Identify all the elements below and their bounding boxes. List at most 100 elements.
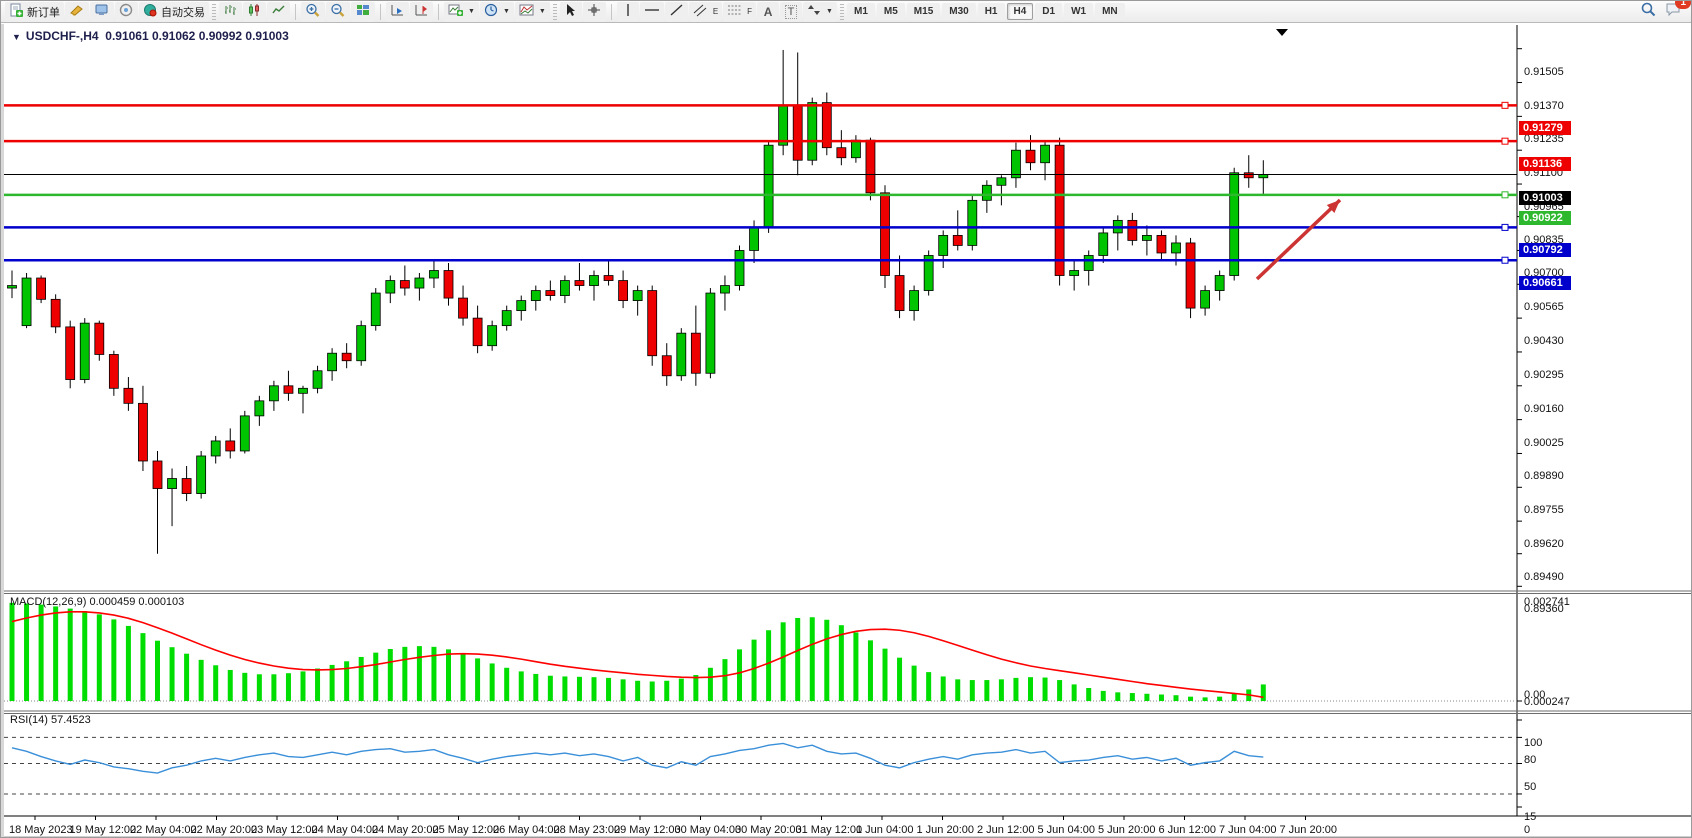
- text-tool-button[interactable]: A: [757, 1, 780, 22]
- timeframe-button-h4[interactable]: H4: [1006, 3, 1034, 20]
- rsi-label: RSI(14) 57.4523: [10, 714, 91, 726]
- channel-letter: E: [712, 7, 719, 16]
- chart-shift-marker-icon[interactable]: [1276, 29, 1288, 36]
- candle-bearish: [661, 355, 672, 377]
- collapse-triangle-icon[interactable]: ▼: [12, 32, 21, 42]
- price-tick-label: 0.89620: [1524, 538, 1564, 551]
- chart-shift-button[interactable]: [410, 1, 433, 22]
- toolbar-separator: [295, 3, 296, 20]
- candle-bullish: [1229, 172, 1240, 276]
- macd-axis-zero: 0.00: [1524, 689, 1546, 701]
- time-axis-label: 1 Jun 20:00: [916, 824, 975, 836]
- timeframe-button-h1[interactable]: H1: [977, 3, 1005, 20]
- search-icon[interactable]: [1640, 1, 1657, 22]
- notifications-button[interactable]: 1: [1665, 1, 1691, 22]
- time-axis-label: 30 May 20:00: [735, 824, 802, 836]
- chart-canvas[interactable]: [4, 24, 1692, 838]
- timeframe-button-w1[interactable]: W1: [1064, 3, 1094, 20]
- candle-bullish: [938, 235, 949, 256]
- channel-tool-button[interactable]: E: [688, 1, 723, 22]
- candle-bullish: [676, 332, 687, 377]
- timeframe-button-m15[interactable]: M15: [906, 3, 941, 20]
- trend-arrow[interactable]: [1255, 198, 1342, 281]
- macd-histogram-bar: [606, 677, 612, 701]
- toolbar-separator: [438, 3, 439, 20]
- level-handle[interactable]: [1501, 223, 1509, 231]
- candle-bullish: [560, 280, 570, 296]
- macd-histogram-bar: [591, 677, 597, 701]
- cursor-tool-button[interactable]: [559, 1, 582, 22]
- candle-bullish: [487, 325, 498, 347]
- level-handle[interactable]: [1501, 191, 1509, 199]
- candlestick-chart-button[interactable]: [243, 1, 266, 22]
- zoom-in-icon: [305, 3, 321, 21]
- candle-bearish: [225, 440, 236, 452]
- candle-bullish: [501, 310, 512, 327]
- new-chart-button[interactable]: ▼: [444, 1, 479, 22]
- zoom-out-button[interactable]: [326, 1, 350, 22]
- text-label-tool-button[interactable]: T: [780, 1, 803, 22]
- macd-histogram-bar: [140, 633, 146, 701]
- time-axis-label: 7 Jun 04:00: [1219, 824, 1277, 836]
- candle-bearish: [1127, 219, 1138, 241]
- macd-histogram-bar: [198, 659, 204, 701]
- timeframe-button-m5[interactable]: M5: [876, 3, 905, 20]
- trendline-tool-button[interactable]: [664, 1, 688, 22]
- candle-bullish: [720, 285, 730, 294]
- macd-histogram-bar: [38, 604, 44, 701]
- macd-histogram-bar: [344, 661, 350, 701]
- level-handle[interactable]: [1501, 101, 1509, 109]
- timeframe-button-d1[interactable]: D1: [1035, 3, 1063, 20]
- level-handle[interactable]: [1501, 256, 1509, 264]
- crosshair-icon: [587, 3, 602, 20]
- macd-histogram-bar: [897, 657, 903, 701]
- timeframe-button-m1[interactable]: M1: [846, 3, 875, 20]
- crosshair-tool-button[interactable]: [582, 1, 606, 22]
- bar-chart-button[interactable]: [219, 1, 242, 22]
- candle-bullish: [429, 270, 439, 279]
- macd-histogram-bar: [1129, 693, 1135, 701]
- macd-histogram-bar: [795, 617, 801, 701]
- zoom-in-button[interactable]: [301, 1, 325, 22]
- timeframe-button-mn[interactable]: MN: [1095, 3, 1125, 20]
- arrows-tool-button[interactable]: ▼: [803, 1, 837, 22]
- new-order-button[interactable]: 新订单: [5, 1, 64, 22]
- chart-shift-icon: [414, 3, 429, 20]
- macd-histogram-bar: [809, 617, 815, 701]
- macd-histogram-bar: [82, 611, 88, 701]
- line-chart-button[interactable]: [267, 1, 290, 22]
- price-tick-label: 0.89490: [1524, 570, 1564, 583]
- chart-ohlc-readout: 0.91061 0.91062 0.90992 0.91003: [105, 29, 289, 43]
- tile-windows-button[interactable]: [351, 1, 375, 22]
- macd-histogram-bar: [533, 673, 539, 701]
- macd-histogram-bar: [9, 602, 15, 701]
- macd-histogram-bar: [125, 625, 131, 701]
- terminal-button[interactable]: [90, 1, 114, 22]
- candle-bullish: [589, 275, 599, 286]
- metaeditor-button[interactable]: [65, 1, 89, 22]
- candle-bullish: [327, 352, 338, 372]
- level-handle[interactable]: [1501, 137, 1509, 145]
- macd-histogram-bar: [1231, 693, 1237, 701]
- signals-button[interactable]: [115, 1, 138, 22]
- new-order-label: 新订单: [27, 6, 60, 19]
- timeframe-button-m30[interactable]: M30: [942, 3, 976, 20]
- horizontal-line-tool-button[interactable]: [639, 1, 664, 22]
- time-axis-label: 28 May 23:00: [553, 824, 621, 836]
- indicators-button[interactable]: ▼: [514, 1, 550, 22]
- auto-scroll-button[interactable]: [386, 1, 409, 22]
- macd-histogram-bar: [678, 678, 684, 701]
- macd-histogram-bar: [271, 674, 277, 701]
- macd-histogram-bar: [940, 676, 946, 701]
- fibonacci-tool-button[interactable]: F: [723, 1, 757, 22]
- macd-histogram-bar: [1071, 684, 1077, 701]
- macd-histogram-bar: [911, 665, 917, 701]
- candle-bearish: [952, 235, 963, 246]
- profiles-button[interactable]: ▼: [479, 1, 514, 22]
- candle-bearish: [458, 297, 468, 319]
- candle-bullish: [981, 184, 992, 201]
- new-chart-icon: [448, 3, 464, 20]
- vertical-line-tool-button[interactable]: [616, 1, 639, 22]
- autotrading-button[interactable]: 自动交易: [139, 1, 209, 22]
- macd-histogram-bar: [969, 680, 975, 701]
